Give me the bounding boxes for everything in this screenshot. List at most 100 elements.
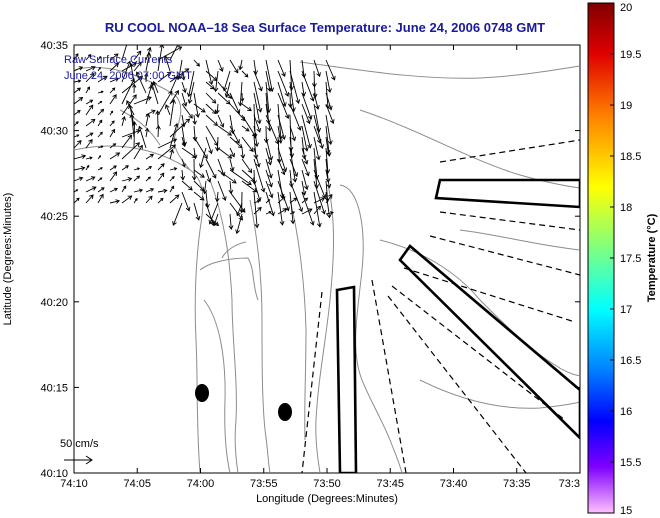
y-tick-label: 40:25: [40, 211, 68, 223]
current-vector: [253, 125, 258, 147]
colorbar: 20 19.5 19 18.5 18 17.5 17 16.5 16 15.5 15 Tempera…: [587, 2, 658, 517]
current-vector-head: [121, 115, 126, 121]
current-vector: [277, 125, 282, 144]
current-vector: [241, 103, 252, 111]
current-vector: [157, 163, 165, 171]
current-vector: [178, 59, 183, 79]
current-vector: [109, 143, 116, 149]
current-vector: [205, 92, 216, 104]
current-vector: [289, 180, 303, 212]
current-vector-head: [78, 66, 84, 71]
current-vector: [145, 53, 150, 72]
current-vector-head: [230, 152, 235, 158]
current-vector: [301, 158, 309, 176]
current-vector-head: [54, 155, 57, 158]
current-vector-head: [282, 208, 288, 213]
current-vector-head: [186, 92, 192, 98]
current-vector-head: [86, 86, 90, 90]
current-vector: [301, 147, 308, 165]
current-vector-head: [298, 207, 303, 213]
current-vector: [62, 166, 68, 170]
current-vector: [277, 92, 289, 119]
current-vector: [109, 77, 119, 83]
current-vector: [325, 70, 331, 93]
current-vector-head: [53, 84, 57, 88]
current-vector: [217, 59, 223, 72]
current-vector: [325, 103, 334, 124]
current-vector: [145, 176, 151, 182]
current-vector: [325, 136, 329, 154]
current-vector-head: [252, 187, 258, 193]
current-vector: [50, 100, 56, 104]
current-vector-head: [100, 90, 104, 94]
current-vector: [74, 177, 83, 182]
y-axis-ticks: 40:35 40:30 40:25 40:20 40:15 40:10: [40, 40, 580, 480]
current-vector-head: [224, 93, 230, 98]
current-vector-head: [111, 128, 116, 134]
current-vector: [209, 202, 219, 224]
current-vector-head: [329, 119, 335, 124]
current-vector: [253, 191, 258, 228]
current-vector: [313, 197, 325, 204]
current-vector-head: [222, 86, 228, 92]
current-vector: [217, 114, 224, 128]
current-vector: [253, 200, 260, 204]
current-vector-head: [99, 193, 104, 199]
current-vector-head: [195, 215, 201, 221]
current-vector-head: [76, 197, 80, 202]
current-vector-head: [321, 193, 327, 199]
current-vector: [200, 147, 207, 168]
current-vector: [169, 123, 178, 149]
current-vector-head: [279, 194, 285, 199]
current-vector-head: [144, 127, 150, 132]
current-vector-head: [292, 177, 298, 183]
shelf-contour: [359, 109, 580, 189]
current-vector: [121, 165, 129, 171]
current-vector: [85, 99, 93, 105]
current-vector-head: [310, 96, 315, 102]
current-vector: [172, 202, 183, 226]
current-vector-head: [185, 118, 191, 124]
current-vector: [109, 129, 115, 138]
current-vector-head: [173, 167, 178, 171]
current-vector: [50, 155, 57, 159]
current-vector: [277, 180, 289, 211]
current-vector-head: [171, 144, 176, 150]
current-vector-head: [256, 119, 262, 125]
current-vector: [193, 202, 200, 221]
current-vector-head: [279, 221, 285, 226]
current-vector-head: [65, 100, 68, 102]
current-vector-head: [146, 52, 152, 58]
current-vector-head: [287, 103, 293, 108]
current-vector-head: [319, 144, 325, 150]
current-vector: [241, 180, 257, 193]
current-vector: [217, 158, 225, 176]
current-vector: [85, 194, 94, 204]
current-vector: [157, 198, 164, 204]
current-vector-head: [238, 65, 243, 71]
current-vector-head: [254, 142, 260, 148]
current-vector: [151, 82, 159, 105]
current-vector-head: [64, 121, 67, 124]
current-vector: [213, 213, 219, 226]
current-vector: [121, 185, 127, 193]
current-vector-head: [76, 109, 81, 114]
depth-contour-2: [249, 199, 271, 473]
current-vector-head: [200, 108, 206, 113]
current-vector: [50, 77, 56, 82]
current-vector-head: [136, 175, 141, 179]
current-vector: [85, 186, 97, 193]
current-vector-head: [327, 88, 332, 93]
current-vector-head: [164, 104, 170, 109]
colorbar-tick-label: 18: [620, 202, 632, 214]
current-vector-head: [309, 220, 315, 226]
current-vector-head: [306, 119, 311, 125]
current-vector: [301, 208, 313, 215]
current-vector-head: [100, 145, 104, 149]
station-marker: [278, 403, 292, 421]
current-vector: [85, 86, 90, 94]
current-vector: [313, 103, 320, 132]
current-vector-head: [206, 177, 212, 183]
current-vector: [277, 196, 286, 204]
current-vector: [74, 66, 83, 72]
